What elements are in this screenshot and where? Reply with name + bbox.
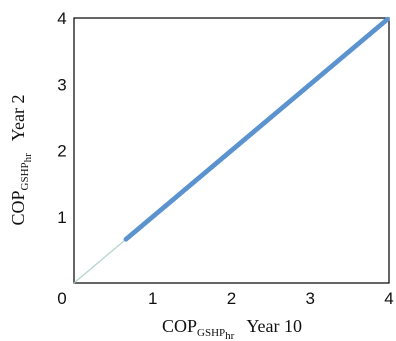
y-tick-labels: 1 2 3 4	[57, 9, 66, 227]
y-tick-label: 4	[57, 9, 66, 28]
x-tick-label: 0	[57, 289, 66, 308]
x-axis-title: COPGSHPhr Year 10	[162, 316, 302, 341]
x-tick-labels: 0 1 2 3 4	[57, 289, 393, 308]
y-tick-label: 1	[57, 208, 66, 227]
x-tick-label: 4	[384, 289, 393, 308]
data-points	[123, 16, 390, 242]
x-tick-label: 1	[148, 289, 157, 308]
y-axis-title: COPGSHPhrYear 2	[8, 95, 34, 226]
x-tick-label: 3	[306, 289, 315, 308]
x-tick-label: 2	[227, 289, 236, 308]
y-tick-label: 2	[57, 142, 66, 161]
plot-area	[73, 16, 390, 284]
y-tick-label: 3	[57, 75, 66, 94]
data-point	[385, 16, 390, 22]
plot-frame	[73, 17, 390, 284]
